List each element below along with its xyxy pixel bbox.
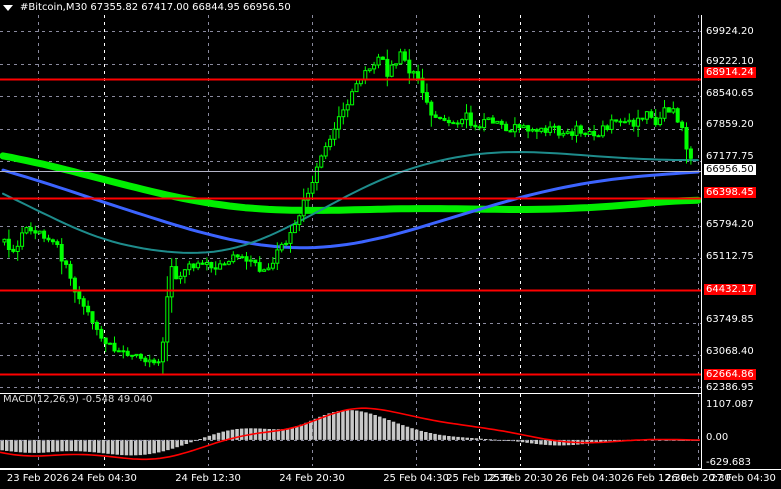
time-tick-label: 23 Feb 2026: [6, 473, 70, 484]
price-tick-label: 0.00: [706, 432, 729, 443]
chart-header: #Bitcoin,M30 67355.82 67417.00 66844.95 …: [0, 0, 781, 15]
price-tick-label: 63749.85: [706, 314, 754, 325]
price-tick-label: 68540.65: [706, 88, 754, 99]
price-level-label: 66398.45: [704, 187, 756, 198]
time-tick-label: 26 Feb 04:30: [555, 473, 621, 484]
price-tick-label: 62386.95: [706, 382, 754, 393]
price-tick-label: 65112.75: [706, 251, 754, 262]
macd-chart-svg: [0, 394, 700, 466]
price-level-label: 64432.17: [704, 284, 756, 295]
price-tick-label: 63068.40: [706, 346, 754, 357]
price-level-label: 62664.86: [704, 369, 756, 380]
time-tick-label: 26 Feb 12:30: [621, 473, 687, 484]
price-chart-panel[interactable]: [0, 15, 701, 391]
price-tick-label: 1107.087: [706, 399, 754, 410]
macd-indicator-panel[interactable]: [0, 393, 702, 469]
macd-indicator-label: MACD(12,26,9) -0.548 49.040: [3, 394, 153, 405]
time-tick-label: 26 Feb 20:30: [665, 473, 731, 484]
price-tick-label: -629.683: [706, 457, 751, 468]
price-tick-label: 67859.20: [706, 119, 754, 130]
time-tick-label: 24 Feb 12:30: [175, 473, 241, 484]
current-price-label: 66956.50: [704, 164, 756, 175]
time-tick-label: 25 Feb 12:30: [446, 473, 512, 484]
time-tick-label: 25 Feb 20:30: [487, 473, 553, 484]
price-tick-label: 67177.75: [706, 151, 754, 162]
time-tick-label: 24 Feb 04:30: [71, 473, 137, 484]
time-tick-label: 24 Feb 20:30: [279, 473, 345, 484]
price-tick-label: 65794.20: [706, 219, 754, 230]
price-chart-svg: [0, 15, 701, 391]
price-tick-label: 69924.20: [706, 26, 754, 37]
time-tick-label: 27 Feb 04:30: [710, 473, 776, 484]
symbol-ohlc-label: #Bitcoin,M30 67355.82 67417.00 66844.95 …: [20, 2, 291, 13]
triangle-down-icon[interactable]: [3, 4, 13, 11]
price-tick-label: 69222.10: [706, 56, 754, 67]
price-axis[interactable]: 69924.20 69222.10 68914.24 68540.65 67859.20…: [701, 15, 781, 470]
price-level-label: 68914.24: [704, 67, 756, 78]
time-axis[interactable]: 23 Feb 2026 24 Feb 04:30 24 Feb 12:30 24 Fe…: [0, 469, 781, 489]
time-tick-label: 25 Feb 04:30: [383, 473, 449, 484]
